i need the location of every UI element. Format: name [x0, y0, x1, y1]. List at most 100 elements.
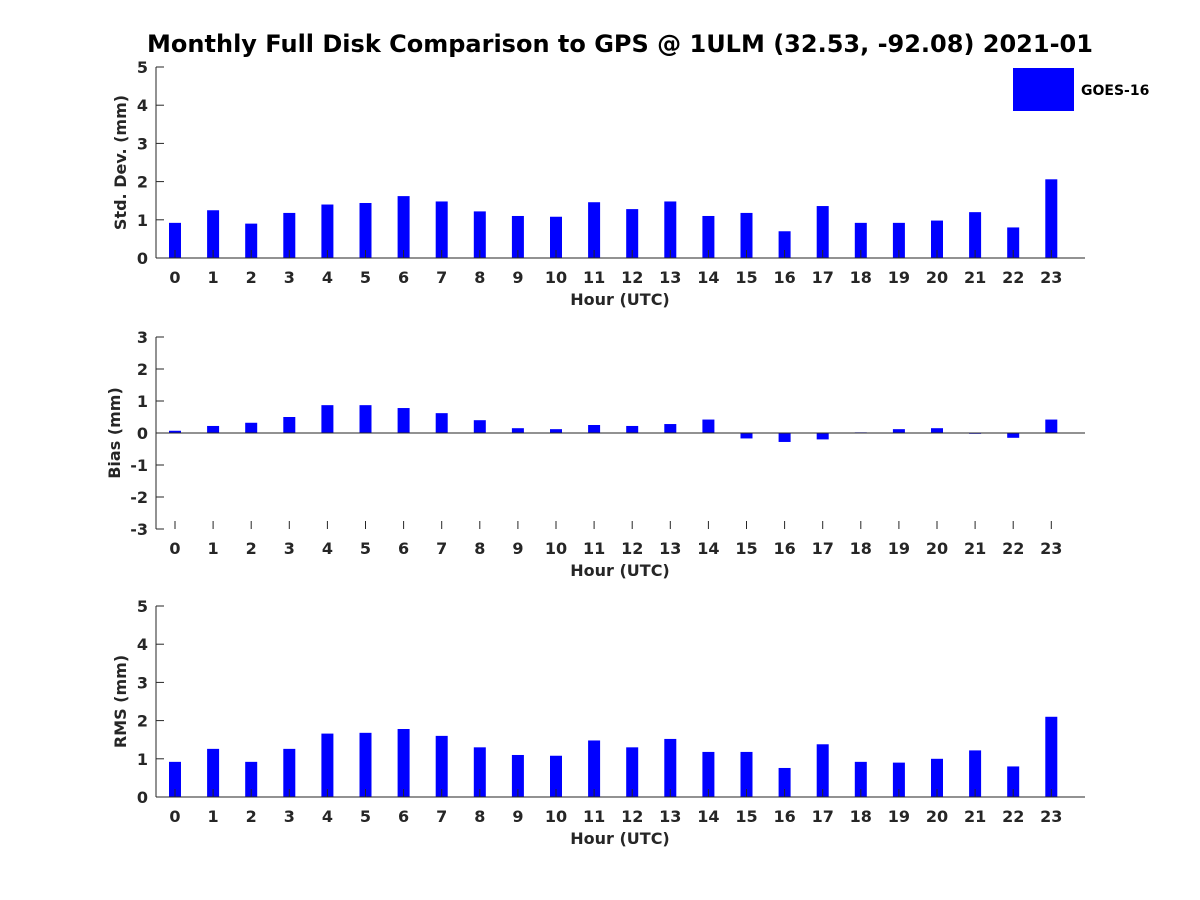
bar-hour-16	[778, 231, 791, 258]
bar-hour-1	[207, 210, 220, 258]
x-tick-label: 5	[360, 268, 371, 287]
bar-hour-17	[816, 744, 829, 797]
x-tick-label: 0	[169, 807, 180, 826]
x-tick-label: 18	[850, 539, 872, 558]
bar-hour-9	[511, 754, 524, 797]
bar-hour-14	[702, 419, 715, 433]
x-tick-label: 7	[436, 807, 447, 826]
y-tick-label: 4	[137, 635, 148, 654]
x-tick-label: 16	[773, 807, 795, 826]
x-tick-label: 2	[246, 807, 257, 826]
bar-hour-13	[664, 738, 677, 797]
x-tick-label: 1	[208, 268, 219, 287]
bar-hour-7	[435, 201, 448, 258]
bar-hour-21	[969, 212, 982, 258]
x-tick-label: 20	[926, 539, 948, 558]
bar-hour-17	[816, 206, 829, 258]
bar-hour-10	[550, 216, 562, 258]
x-tick-label: 8	[474, 539, 485, 558]
bar-hour-22	[1007, 227, 1020, 258]
bar-hour-8	[473, 211, 486, 258]
bar-hour-20	[931, 220, 943, 258]
bar-hour-5	[359, 405, 372, 433]
bar-hour-3	[283, 748, 296, 797]
y-tick-label: 2	[137, 360, 148, 379]
bar-hour-6	[397, 196, 410, 258]
bar-hour-0	[169, 430, 181, 433]
x-tick-label: 14	[697, 807, 719, 826]
bar-hour-23	[1045, 179, 1058, 258]
x-tick-label: 16	[773, 539, 795, 558]
x-tick-label: 4	[322, 539, 333, 558]
bar-hour-1	[207, 748, 220, 797]
y-tick-label: 3	[137, 673, 148, 692]
bar-hour-19	[892, 222, 905, 258]
x-tick-label: 6	[398, 807, 409, 826]
x-tick-label: 19	[888, 807, 910, 826]
bar-hour-11	[588, 425, 601, 433]
x-tick-label: 8	[474, 268, 485, 287]
x-axis-label: Hour (UTC)	[570, 829, 670, 848]
bar-hour-15	[740, 212, 753, 258]
x-axis-label: Hour (UTC)	[570, 561, 670, 580]
y-axis-label: RMS (mm)	[111, 655, 130, 748]
x-tick-label: 0	[169, 539, 180, 558]
x-tick-label: 14	[697, 268, 719, 287]
bar-hour-23	[1045, 716, 1058, 797]
x-tick-label: 14	[697, 539, 719, 558]
y-tick-label: 4	[137, 96, 148, 115]
bar-hour-2	[245, 422, 258, 433]
y-tick-label: 2	[137, 712, 148, 731]
x-tick-label: 6	[398, 268, 409, 287]
bar-hour-12	[626, 209, 639, 258]
bar-hour-6	[397, 729, 410, 797]
bar-hour-10	[550, 429, 562, 433]
y-tick-label: 0	[137, 788, 148, 807]
x-tick-label: 23	[1040, 807, 1062, 826]
bar-hour-4	[321, 733, 334, 797]
x-tick-label: 5	[360, 807, 371, 826]
x-tick-label: 8	[474, 807, 485, 826]
bar-hour-22	[1007, 433, 1020, 438]
bar-hour-2	[245, 223, 258, 258]
x-tick-label: 3	[284, 268, 295, 287]
x-tick-label: 21	[964, 268, 986, 287]
x-tick-label: 23	[1040, 268, 1062, 287]
bar-hour-4	[321, 204, 334, 258]
x-tick-label: 22	[1002, 268, 1024, 287]
x-tick-label: 17	[812, 807, 834, 826]
x-tick-label: 15	[735, 539, 757, 558]
x-axis-label: Hour (UTC)	[570, 290, 670, 309]
x-tick-label: 2	[246, 268, 257, 287]
legend: GOES-16	[1013, 68, 1149, 111]
bar-hour-20	[931, 428, 943, 433]
bar-hour-9	[511, 428, 524, 433]
bar-hour-12	[626, 747, 639, 797]
bar-hour-3	[283, 212, 296, 258]
x-tick-label: 4	[322, 268, 333, 287]
chart-title: Monthly Full Disk Comparison to GPS @ 1U…	[147, 30, 1093, 58]
bar-hour-8	[473, 420, 486, 433]
bar-hour-22	[1007, 766, 1020, 797]
bar-hour-12	[626, 425, 639, 433]
x-tick-label: 1	[208, 539, 219, 558]
y-axis-label: Std. Dev. (mm)	[111, 95, 130, 230]
bar-hour-13	[664, 201, 677, 258]
bar-hour-5	[359, 202, 372, 258]
y-tick-label: 1	[137, 211, 148, 230]
bar-hour-1	[207, 425, 220, 433]
x-tick-label: 17	[812, 268, 834, 287]
x-tick-label: 0	[169, 268, 180, 287]
x-tick-label: 17	[812, 539, 834, 558]
x-tick-label: 7	[436, 268, 447, 287]
bar-hour-8	[473, 747, 486, 797]
x-tick-label: 15	[735, 268, 757, 287]
bar-hour-19	[892, 429, 905, 433]
bar-hour-20	[931, 758, 943, 797]
y-tick-label: -2	[130, 488, 148, 507]
x-tick-label: 16	[773, 268, 795, 287]
x-tick-label: 13	[659, 539, 681, 558]
legend-swatch	[1013, 68, 1074, 111]
x-tick-label: 12	[621, 539, 643, 558]
